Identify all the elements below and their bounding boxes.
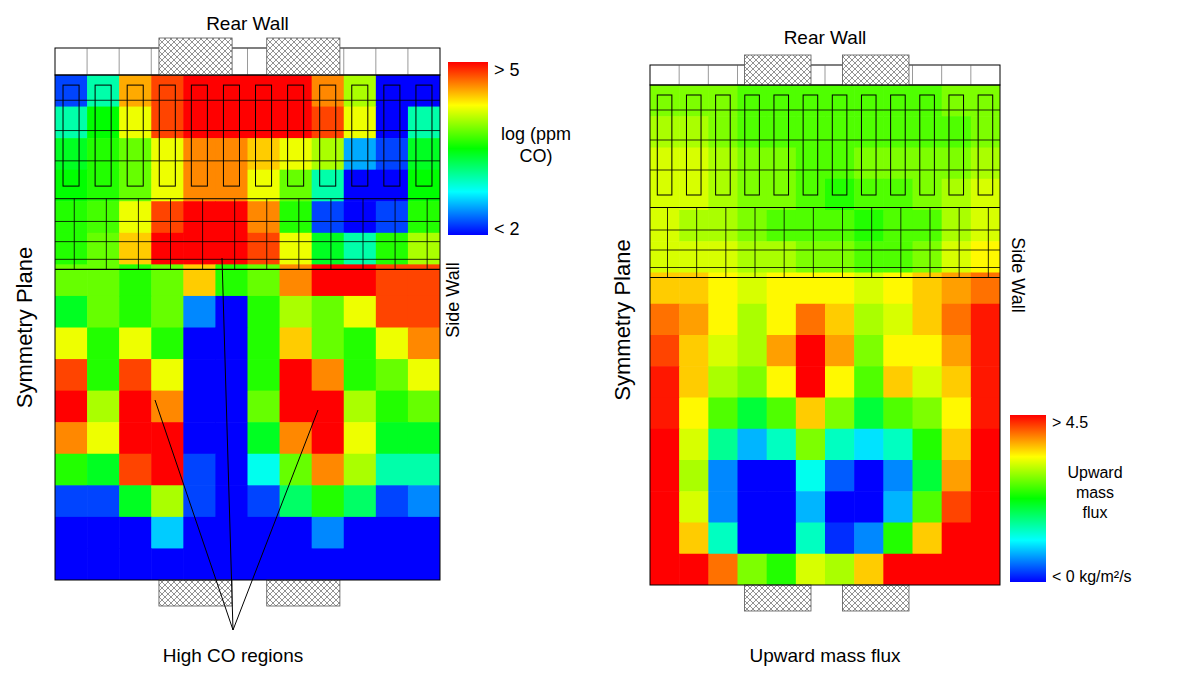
svg-text:CO): CO): [520, 146, 553, 166]
svg-text:Upward: Upward: [1067, 464, 1122, 481]
svg-text:log (ppm: log (ppm: [501, 124, 571, 144]
svg-text:High CO regions: High CO regions: [163, 645, 303, 666]
svg-text:Side Wall: Side Wall: [1008, 237, 1028, 312]
svg-text:flux: flux: [1083, 504, 1108, 521]
svg-text:> 5: > 5: [494, 60, 520, 80]
svg-text:Symmetry Plane: Symmetry Plane: [12, 247, 37, 408]
svg-text:Side Wall: Side Wall: [443, 262, 463, 337]
svg-text:mass: mass: [1076, 484, 1114, 501]
svg-text:< 2: < 2: [494, 219, 520, 239]
svg-text:Rear Wall: Rear Wall: [784, 27, 867, 48]
svg-text:Rear Wall: Rear Wall: [206, 13, 289, 34]
svg-text:> 4.5: > 4.5: [1052, 414, 1088, 431]
svg-text:Symmetry Plane: Symmetry Plane: [610, 239, 635, 400]
svg-text:Upward mass flux: Upward mass flux: [750, 645, 901, 666]
svg-text:< 0 kg/m²/s: < 0 kg/m²/s: [1052, 568, 1132, 585]
